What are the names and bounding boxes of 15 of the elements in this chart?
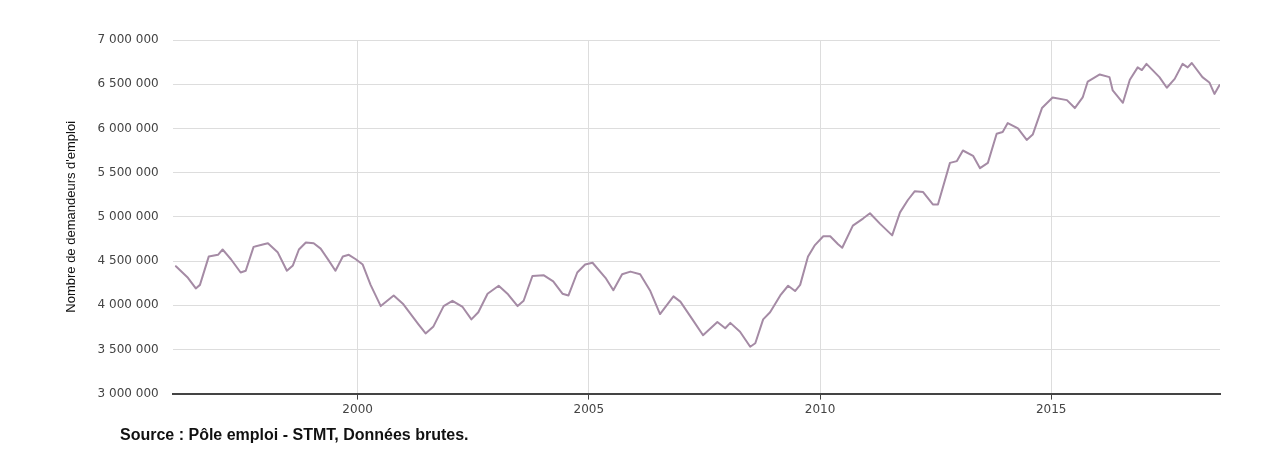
- x-tick-label: 2015: [1035, 401, 1067, 416]
- y-tick-label: 4 500 000: [97, 253, 159, 268]
- x-tick-label: 2005: [573, 401, 605, 416]
- y-axis-title: Nombre de demandeurs d'emploi: [63, 120, 79, 313]
- x-tick-label: 2000: [342, 401, 373, 416]
- y-tick-label: 5 000 000: [97, 208, 159, 223]
- y-tick-label: 4 000 000: [97, 297, 159, 312]
- y-tick-label: 6 500 000: [97, 76, 159, 91]
- x-tick-label: 2010: [804, 401, 836, 416]
- y-tick-label: 6 000 000: [97, 120, 159, 135]
- source-note: Source : Pôle emploi - STMT, Données brutes.: [120, 426, 469, 444]
- y-tick-label: 5 500 000: [97, 164, 159, 179]
- y-tick-label: 7 000 000: [97, 32, 159, 47]
- y-tick-label: 3 000 000: [97, 385, 159, 400]
- y-tick-label: 3 500 000: [97, 341, 159, 356]
